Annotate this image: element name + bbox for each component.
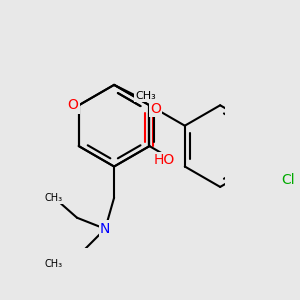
Text: CH₃: CH₃ [44,194,62,203]
Text: CH₃: CH₃ [45,260,63,269]
Text: Cl: Cl [281,172,295,187]
Text: HO: HO [154,153,175,167]
Text: O: O [150,102,161,116]
Text: N: N [100,222,110,236]
Text: O: O [68,98,78,112]
Text: CH₃: CH₃ [135,91,156,101]
